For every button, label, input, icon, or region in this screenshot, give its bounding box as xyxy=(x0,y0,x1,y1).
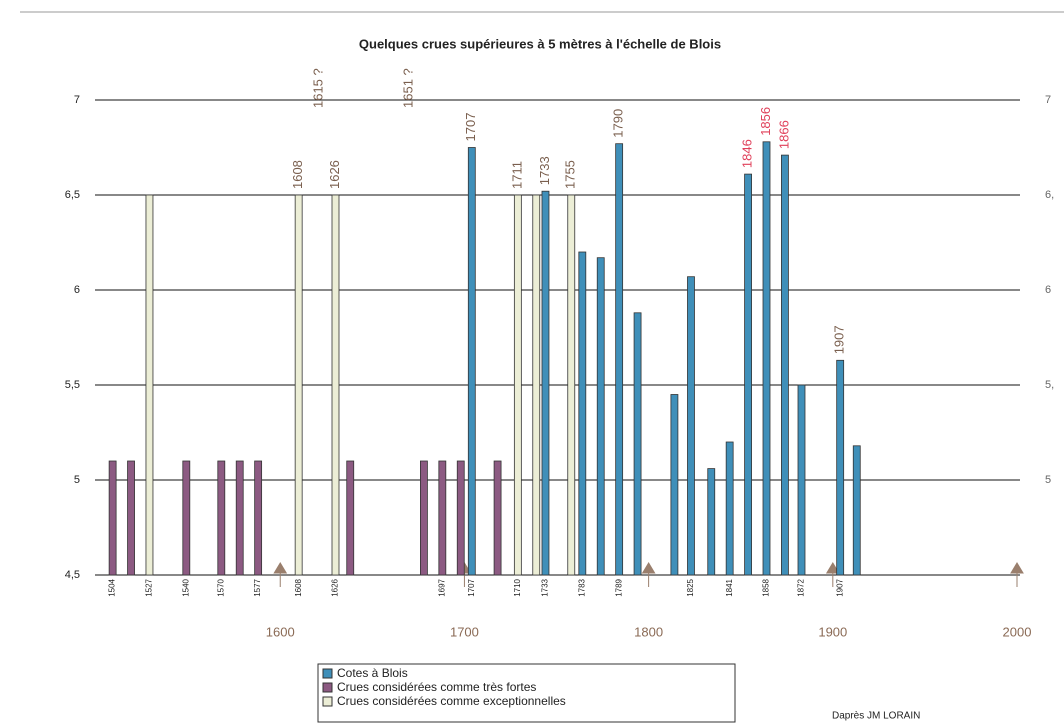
bar-label: 1608 xyxy=(294,578,303,596)
top-label: 1846 xyxy=(740,139,755,168)
bar xyxy=(541,190,550,576)
bar xyxy=(331,194,340,576)
top-label: 1711 xyxy=(509,161,524,189)
bar xyxy=(493,460,502,576)
bar xyxy=(578,251,587,576)
x-tick-label: 1800 xyxy=(634,624,663,639)
bar-label: 1540 xyxy=(181,578,190,596)
bar-label: 1733 xyxy=(541,578,550,596)
y2-tick-label: 5, xyxy=(1045,379,1054,391)
bar-label: 1707 xyxy=(467,578,476,596)
bar-label: 1697 xyxy=(437,578,446,596)
top-label: 1856 xyxy=(758,107,773,136)
bar-label: 1710 xyxy=(513,578,522,596)
bar-label: 1577 xyxy=(253,578,262,596)
annotation: 1615 ? xyxy=(310,68,325,108)
bar xyxy=(744,173,752,576)
bar-label: 1783 xyxy=(577,578,586,596)
bar xyxy=(781,154,789,576)
bar xyxy=(420,460,428,576)
bar xyxy=(596,257,605,576)
bar-label: 1858 xyxy=(762,578,771,596)
y2-tick-label: 7 xyxy=(1045,94,1051,106)
source: Daprès JM LORAIN xyxy=(832,711,920,722)
legend-swatch xyxy=(322,682,333,693)
bar xyxy=(254,460,263,576)
bar xyxy=(127,460,135,576)
bar xyxy=(217,460,226,576)
bar-label: 1789 xyxy=(614,578,623,596)
legend-label: Cotes à Blois xyxy=(337,666,408,680)
top-label: 1866 xyxy=(776,120,791,149)
top-label: 1626 xyxy=(327,160,342,189)
x-tick-label: 2000 xyxy=(1003,624,1032,639)
chart-title: Quelques crues supérieures à 5 mètres à … xyxy=(359,36,721,51)
legend-label: Crues considérées comme très fortes xyxy=(337,680,536,694)
y-tick-label: 5 xyxy=(74,474,80,486)
bar-label: 1570 xyxy=(216,578,225,596)
y-tick-label: 5,5 xyxy=(65,379,80,391)
bar xyxy=(852,445,861,576)
bar xyxy=(513,194,522,576)
bar xyxy=(235,460,244,576)
legend-box xyxy=(317,663,736,723)
legend-swatch xyxy=(322,696,333,707)
bar xyxy=(836,359,845,576)
bar xyxy=(532,194,541,576)
y-tick-label: 7 xyxy=(74,94,80,106)
bar-label: 1504 xyxy=(108,578,117,596)
bar-label: 1527 xyxy=(145,578,154,596)
annotation: 1651 ? xyxy=(401,68,416,108)
top-label: 1907 xyxy=(832,325,847,354)
x-tick-arrow xyxy=(273,562,288,587)
bar xyxy=(633,312,642,576)
x-tick-arrow xyxy=(825,562,840,587)
legend-label: Crues considérées comme exceptionnelles xyxy=(337,694,566,708)
x-tick-label: 1700 xyxy=(450,624,479,639)
bar xyxy=(567,194,576,576)
bar xyxy=(467,147,476,576)
top-label: 1707 xyxy=(463,113,478,142)
bar-label: 1841 xyxy=(725,578,734,596)
y2-tick-label: 6 xyxy=(1045,284,1051,296)
bar xyxy=(346,460,355,576)
y-tick-label: 4,5 xyxy=(65,569,80,581)
bar xyxy=(615,143,624,576)
bar-label: 1626 xyxy=(331,578,340,596)
x-tick-label: 1900 xyxy=(818,624,847,639)
bar xyxy=(182,460,191,576)
x-tick-label: 1600 xyxy=(266,624,295,639)
x-tick-arrow xyxy=(641,562,656,587)
bar xyxy=(687,276,695,576)
legend-swatch xyxy=(322,668,333,679)
x-tick-arrow xyxy=(1010,562,1024,587)
top-label: 1608 xyxy=(290,160,305,189)
bar-label: 1872 xyxy=(797,578,806,596)
bar-label: 1825 xyxy=(686,578,695,596)
bar xyxy=(108,460,117,576)
bar xyxy=(438,460,447,576)
bar-label: 1907 xyxy=(835,578,844,596)
bar xyxy=(145,194,154,576)
bar xyxy=(670,394,679,576)
top-label: 1755 xyxy=(563,160,578,189)
bar xyxy=(456,460,465,576)
top-label: 1790 xyxy=(611,109,626,138)
bar xyxy=(762,141,771,576)
y-tick-label: 6,5 xyxy=(65,189,80,201)
y2-tick-label: 6, xyxy=(1045,189,1054,201)
bar xyxy=(294,194,303,576)
bar xyxy=(707,468,716,576)
y2-tick-label: 5 xyxy=(1045,474,1051,486)
bar xyxy=(797,384,806,576)
y-tick-label: 6 xyxy=(74,284,80,296)
bar xyxy=(725,441,734,576)
top-label: 1733 xyxy=(537,156,552,185)
